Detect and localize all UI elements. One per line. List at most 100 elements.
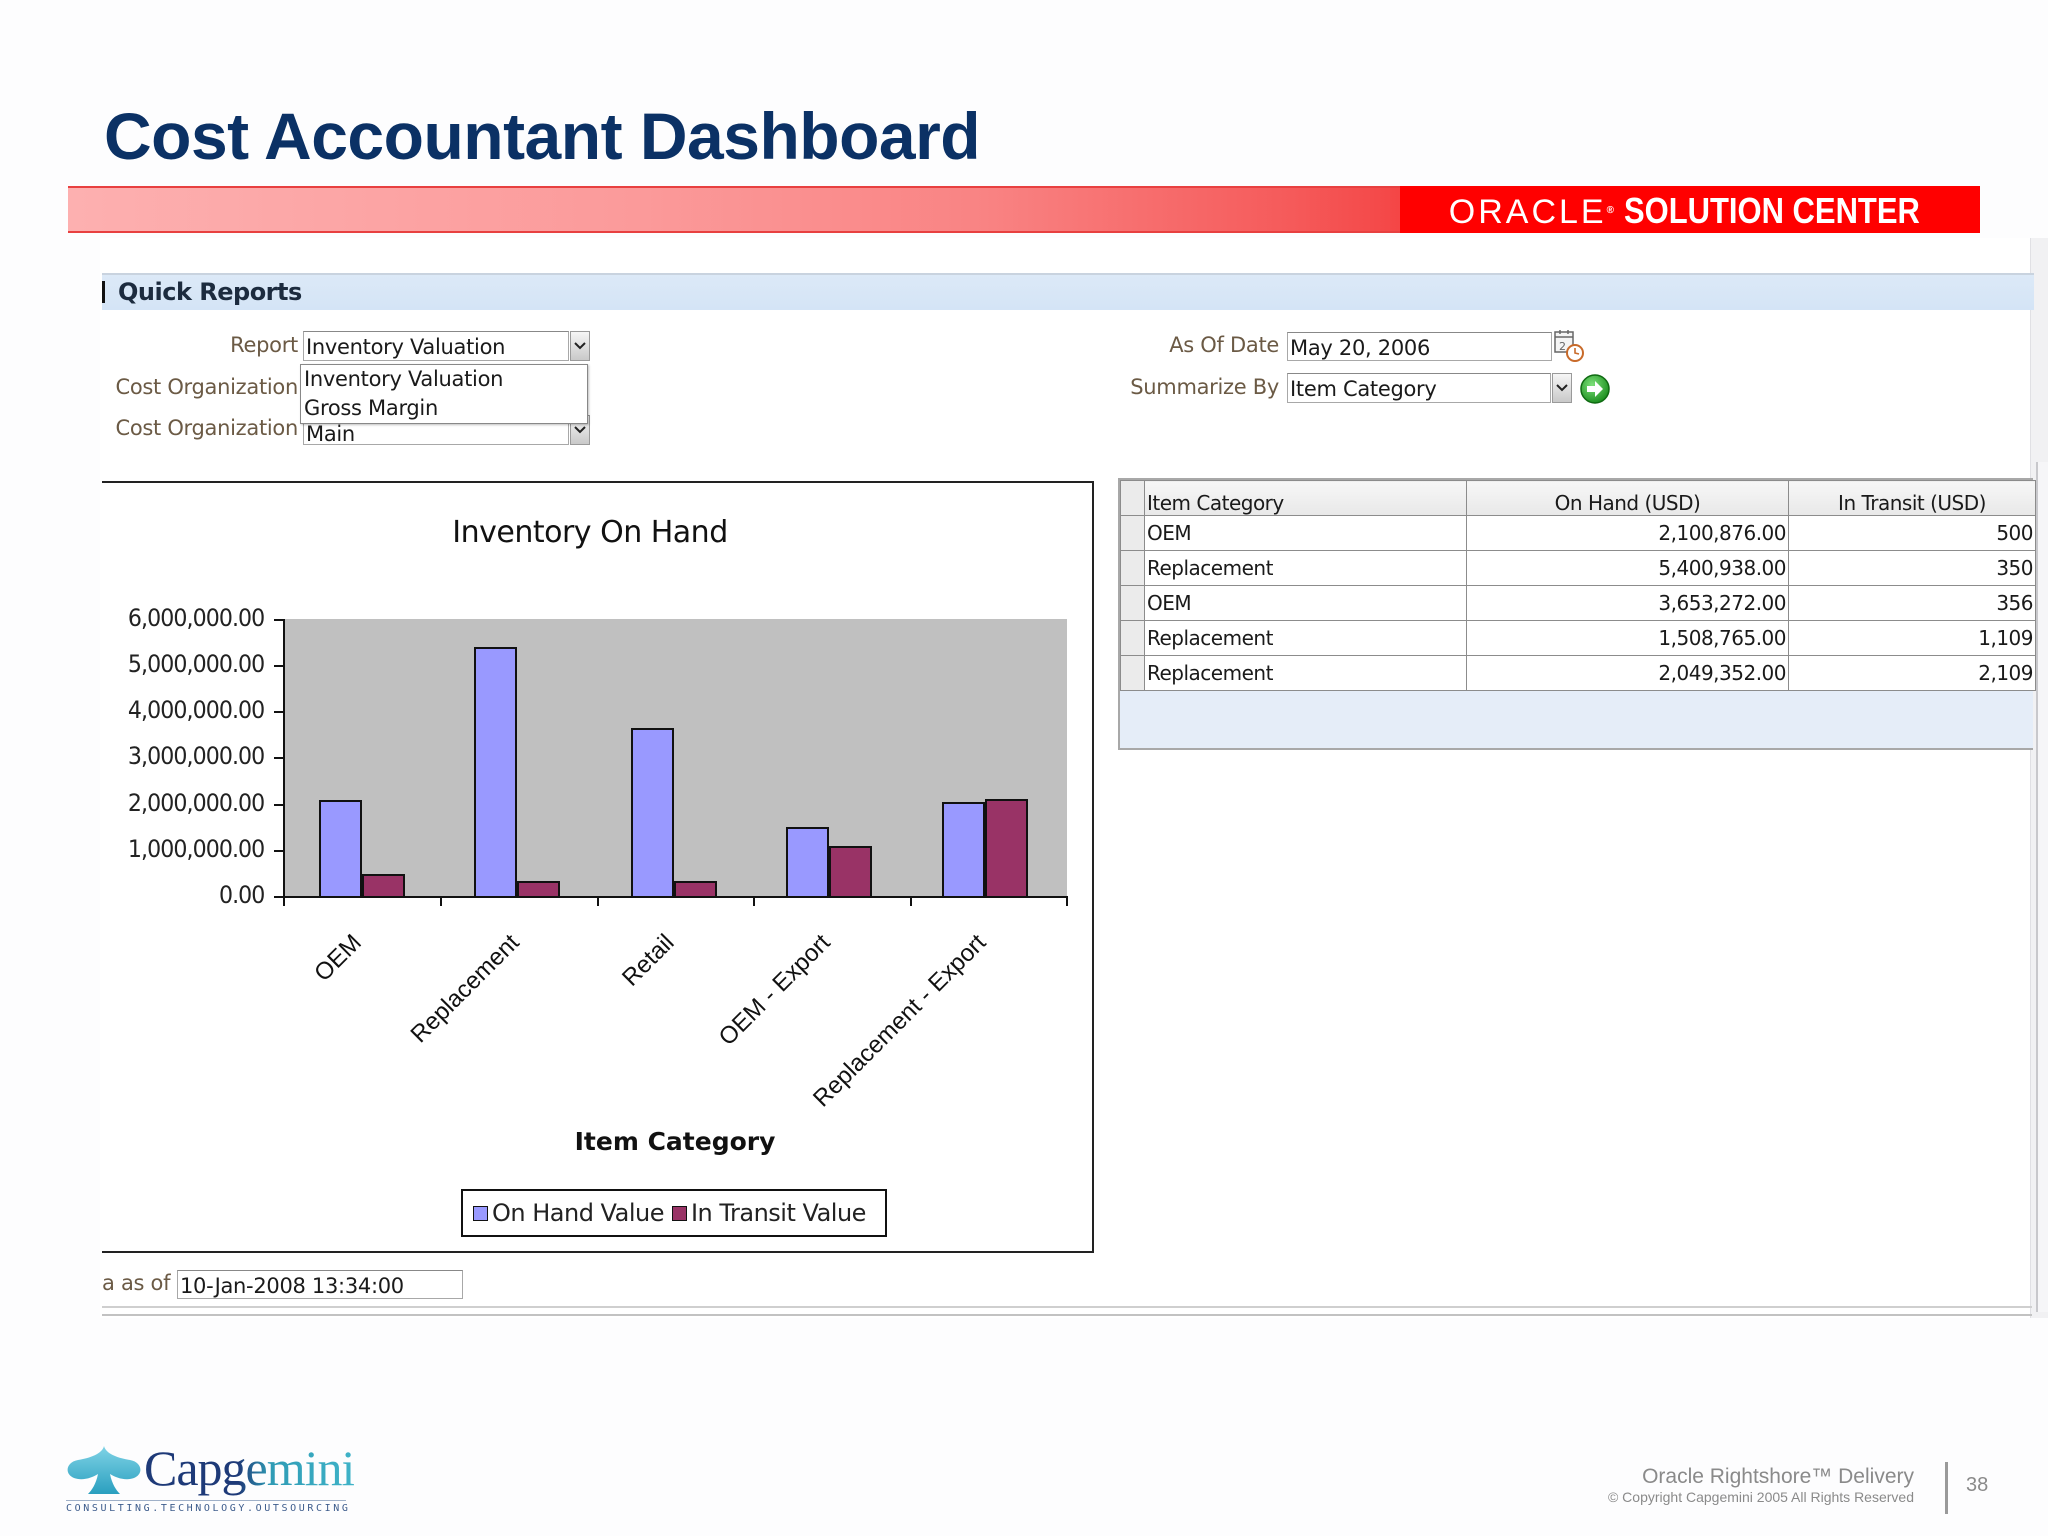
cell-in-transit: 500 xyxy=(1788,515,2036,551)
bar-oem-export-in-transit xyxy=(829,846,872,897)
bar-replacement-export-on-hand xyxy=(942,802,985,897)
report-dropdown-list: Inventory Valuation Gross Margin xyxy=(300,364,588,424)
section-divider xyxy=(102,1306,2032,1316)
legend-item-on-hand: On Hand Value xyxy=(473,1199,664,1227)
cost-organization-label-1: Cost Organization xyxy=(115,375,298,399)
svg-text:2: 2 xyxy=(1559,340,1566,353)
y-tick xyxy=(274,896,284,898)
y-tick-label: 0.00 xyxy=(218,881,265,909)
chevron-down-icon xyxy=(574,426,586,434)
cell-item-category: OEM xyxy=(1144,515,1467,551)
bar-replacement-in-transit xyxy=(517,881,560,897)
chevron-down-icon xyxy=(574,342,586,350)
column-header-item-category[interactable]: Item Category xyxy=(1144,480,1467,516)
chevron-down-icon xyxy=(1556,384,1568,392)
footer-copyright: Oracle Rightshore™ Delivery © Copyright … xyxy=(1608,1466,1914,1506)
as-of-date-input[interactable]: May 20, 2006 xyxy=(1287,332,1552,361)
chart-legend: On Hand Value In Transit Value xyxy=(461,1189,887,1237)
column-header-in-transit[interactable]: In Transit (USD) xyxy=(1788,480,2036,516)
row-selector[interactable] xyxy=(1120,585,1145,621)
row-selector[interactable] xyxy=(1120,550,1145,586)
cell-in-transit: 356 xyxy=(1788,585,2036,621)
capgemini-spade-icon xyxy=(67,1446,141,1494)
cell-on-hand: 5,400,938.00 xyxy=(1466,550,1789,586)
bar-replacement-on-hand xyxy=(474,647,517,897)
table-row[interactable]: Replacement 2,049,352.00 2,109 xyxy=(1120,655,2036,691)
as-of-date-label: As Of Date xyxy=(1169,333,1279,357)
dropdown-option-gross-margin[interactable]: Gross Margin xyxy=(304,396,438,420)
cell-on-hand: 1,508,765.00 xyxy=(1466,620,1789,656)
table-row[interactable]: Replacement 1,508,765.00 1,109 xyxy=(1120,620,2036,656)
footer-line-1: Oracle Rightshore™ Delivery xyxy=(1642,1465,1914,1488)
report-select[interactable]: Inventory Valuation xyxy=(303,331,569,361)
y-tick xyxy=(274,850,284,852)
solution-center-text: SOLUTION CENTER xyxy=(1623,190,1920,231)
y-tick xyxy=(274,757,284,759)
capgemini-tagline: CONSULTING.TECHNOLOGY.OUTSOURCING xyxy=(66,1500,348,1514)
legend-swatch-in-transit xyxy=(671,1206,687,1221)
go-button[interactable] xyxy=(1579,373,1611,405)
row-selector[interactable] xyxy=(1120,515,1145,551)
row-selector-header xyxy=(1120,480,1145,516)
legend-swatch-on-hand xyxy=(473,1206,488,1221)
y-tick xyxy=(274,711,284,713)
table-panel-scrollbar[interactable] xyxy=(2036,462,2048,1312)
capgemini-wordmark: Capgemini xyxy=(144,1440,355,1496)
table-row[interactable]: OEM 3,653,272.00 356 xyxy=(1120,585,2036,621)
y-tick-label: 4,000,000.00 xyxy=(127,696,265,724)
y-tick-label: 2,000,000.00 xyxy=(127,789,265,817)
y-tick-label: 1,000,000.00 xyxy=(127,835,265,863)
header-marker xyxy=(102,281,105,303)
cell-item-category: Replacement xyxy=(1144,655,1467,691)
page-title: Cost Accountant Dashboard xyxy=(104,99,981,173)
chart-plot-area xyxy=(284,619,1067,897)
row-selector[interactable] xyxy=(1120,655,1145,691)
cost-organization-label-2: Cost Organization xyxy=(115,416,298,440)
x-tick xyxy=(910,897,912,906)
cell-item-category: OEM xyxy=(1144,585,1467,621)
bar-oem-on-hand xyxy=(319,800,362,897)
x-axis xyxy=(283,896,1068,898)
footer-line-2: © Copyright Capgemini 2005 All Rights Re… xyxy=(1607,1489,1914,1505)
oracle-wordmark: ORACLE xyxy=(1448,193,1607,231)
report-dropdown-button[interactable] xyxy=(570,331,590,361)
table-row[interactable]: OEM 2,100,876.00 500 xyxy=(1120,515,2036,551)
table-row[interactable]: Replacement 5,400,938.00 350 xyxy=(1120,550,2036,586)
cell-on-hand: 2,100,876.00 xyxy=(1466,515,1789,551)
summarize-by-select[interactable]: Item Category xyxy=(1287,373,1551,403)
summarize-by-dropdown-button[interactable] xyxy=(1552,373,1572,403)
bar-retail-in-transit xyxy=(674,881,717,897)
x-tick xyxy=(440,897,442,906)
quick-reports-header: Quick Reports xyxy=(102,273,2034,310)
summary-table-panel: Item Category On Hand (USD) In Transit (… xyxy=(1118,478,2036,750)
cell-in-transit: 350 xyxy=(1788,550,2036,586)
cell-item-category: Replacement xyxy=(1144,550,1467,586)
summarize-by-label: Summarize By xyxy=(1130,375,1279,399)
bar-oem-export-on-hand xyxy=(786,827,829,897)
chart-title: Inventory On Hand xyxy=(452,515,728,550)
summary-table: Item Category On Hand (USD) In Transit (… xyxy=(1120,480,2036,691)
bar-retail-on-hand xyxy=(631,728,674,897)
cell-on-hand: 3,653,272.00 xyxy=(1466,585,1789,621)
calendar-icon[interactable]: 2 xyxy=(1553,329,1585,363)
capgemini-logo: Capgemini CONSULTING.TECHNOLOGY.OUTSOURC… xyxy=(66,1440,366,1516)
data-as-of-label: a as of xyxy=(102,1271,171,1295)
oracle-banner: ORACLE® SOLUTION CENTER xyxy=(68,186,1980,233)
x-axis-title: Item Category xyxy=(574,1127,776,1156)
go-arrow-icon xyxy=(1580,374,1610,404)
y-tick xyxy=(274,804,284,806)
x-tick xyxy=(283,897,285,906)
x-tick xyxy=(1066,897,1068,906)
data-as-of-field: 10-Jan-2008 13:34:00 xyxy=(177,1270,463,1299)
y-tick-label: 3,000,000.00 xyxy=(127,742,265,770)
page-number: 38 xyxy=(1966,1474,1989,1496)
banner-solid-red xyxy=(1400,186,1980,233)
bar-oem-in-transit xyxy=(362,874,405,897)
x-tick xyxy=(753,897,755,906)
oracle-solution-center-logo: ORACLE® SOLUTION CENTER xyxy=(1448,190,1920,232)
x-tick xyxy=(597,897,599,906)
dropdown-option-inventory-valuation[interactable]: Inventory Valuation xyxy=(304,367,504,391)
column-header-on-hand[interactable]: On Hand (USD) xyxy=(1466,480,1789,516)
row-selector[interactable] xyxy=(1120,620,1145,656)
cell-in-transit: 1,109 xyxy=(1788,620,2036,656)
